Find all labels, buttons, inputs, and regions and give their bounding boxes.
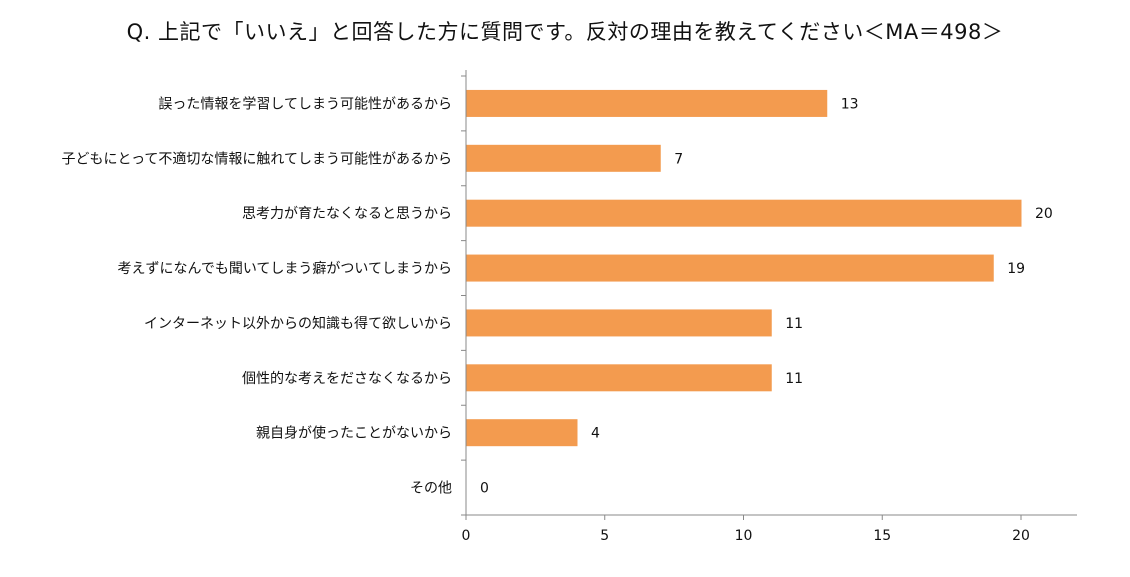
x-tick-label: 5 (600, 528, 609, 544)
x-tick-label: 0 (462, 528, 471, 544)
category-label: その他 (410, 481, 452, 497)
category-label: 考えずになんでも聞いてしまう癖がついてしまうから (118, 261, 452, 277)
bar (466, 364, 772, 392)
category-label: インターネット以外からの知識も得て欲しいから (144, 315, 452, 332)
data-label: 11 (785, 371, 803, 387)
bar (466, 199, 1022, 227)
data-label: 13 (841, 96, 859, 112)
category-label: 誤った情報を学習してしまう可能性があるから (158, 96, 452, 112)
x-tick-label: 20 (1012, 528, 1030, 544)
category-label: 個性的な考えをださなくなるから (242, 371, 452, 387)
bar (466, 89, 828, 117)
bar (466, 254, 994, 282)
chart-title: Q. 上記で「いいえ」と回答した方に質問です。反対の理由を教えてください＜MA＝… (126, 20, 1004, 44)
data-label: 20 (1035, 206, 1053, 222)
bar (466, 419, 578, 447)
data-label: 7 (674, 151, 683, 167)
bar (466, 309, 772, 337)
data-label: 19 (1007, 261, 1025, 277)
x-tick-label: 15 (873, 528, 891, 544)
category-label: 子どもにとって不適切な情報に触れてしまう可能性があるから (62, 150, 452, 167)
category-label: 親自身が使ったことがないから (256, 425, 452, 442)
x-tick-label: 10 (735, 528, 753, 544)
data-label: 0 (480, 481, 489, 497)
category-label: 思考力が育たなくなると思うから (242, 206, 452, 222)
bar (466, 144, 661, 172)
data-label: 4 (591, 426, 600, 442)
data-label: 11 (785, 316, 803, 332)
